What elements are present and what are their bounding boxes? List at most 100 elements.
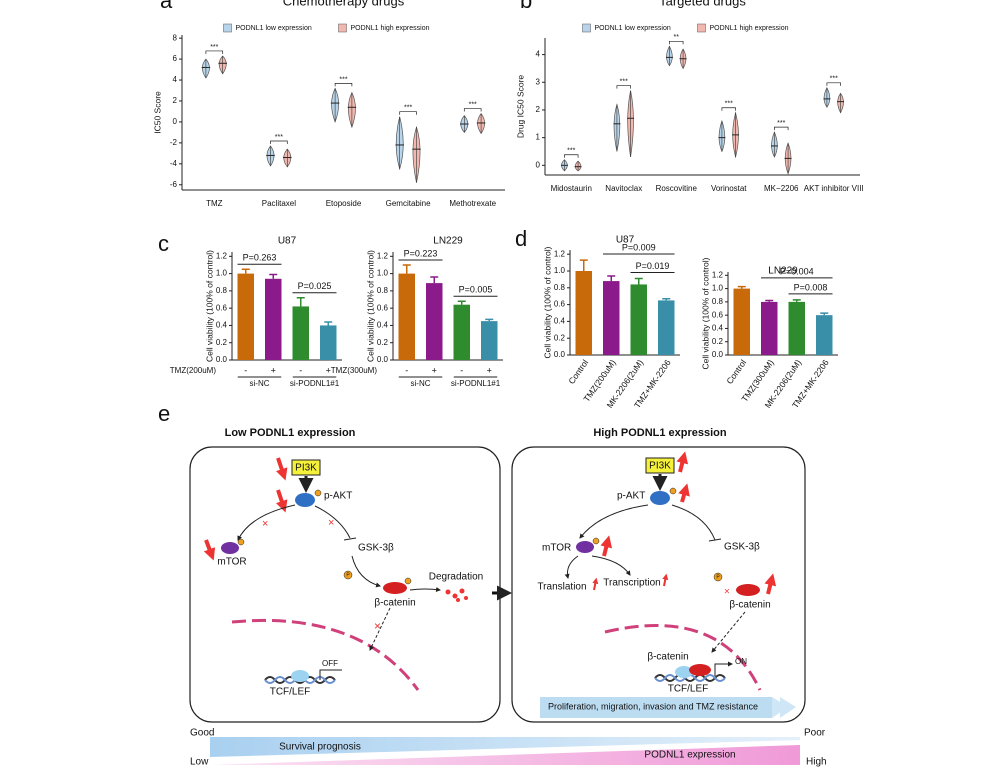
y-axis-label: Cell viability (100% of control): [542, 246, 552, 358]
promoter: [319, 669, 342, 680]
legend-swatch: [582, 23, 591, 33]
bar: [630, 284, 647, 355]
down-arrow: [203, 539, 216, 561]
pi3k-box: [645, 457, 675, 474]
label: P: [716, 574, 720, 580]
bar: [320, 325, 337, 360]
sig-bracket: [616, 85, 631, 89]
y-tick-label: 1.0: [712, 284, 724, 293]
sig-label: ***: [567, 148, 575, 155]
up-arrow: [676, 451, 689, 473]
label: Transcription: [603, 578, 660, 589]
chart-title: Chemotherapy drugs: [283, 0, 405, 8]
label: Good: [190, 728, 214, 739]
left-title: Low PODNL1 expression: [225, 427, 356, 439]
label: PI3K: [295, 463, 317, 474]
pakt-icon: [650, 491, 670, 505]
diagram: Low PODNL1 expression High PODNL1 expres…: [189, 427, 827, 768]
error-bar: [820, 312, 829, 316]
bar: [453, 304, 470, 360]
y-tick-label: 0.0: [216, 355, 228, 364]
sig-label: ***: [275, 134, 283, 141]
p-label: P=0.008: [794, 282, 828, 292]
y-tick-label: 3: [536, 77, 541, 86]
up-arrow: [592, 577, 599, 591]
up-arrow: [764, 573, 777, 595]
sig-bracket: [463, 108, 482, 112]
up-arrow: [600, 535, 613, 557]
y-axis-label: Cell viability (100% of control): [204, 250, 214, 362]
error-bar: [662, 297, 671, 301]
y-axis-label: Cell viability (100% of control): [365, 250, 375, 362]
sig-bracket: [270, 140, 288, 145]
y-tick-label: 0.6: [554, 300, 566, 309]
treatment-sign: -: [299, 365, 302, 375]
bar: [575, 271, 592, 355]
p-label: P=0.009: [622, 242, 656, 252]
label: p-AKT: [324, 491, 352, 502]
pakt-icon: [295, 493, 315, 507]
panel-label: d: [515, 226, 527, 251]
x-tick-label: Roscovitine: [656, 184, 698, 193]
y-tick-label: 1.0: [377, 269, 389, 278]
chart-title: U87: [616, 235, 635, 246]
y-tick-label: 1.2: [216, 251, 228, 260]
sig-label: ***: [469, 101, 477, 108]
label: GSK-3β: [358, 543, 394, 554]
error-bar: [485, 318, 494, 322]
inhibit-bar: [708, 538, 722, 542]
bar: [237, 273, 254, 360]
label: Low: [190, 757, 209, 768]
legend-label: PODNL1 high expression: [351, 25, 430, 32]
sig-bracket: [399, 111, 417, 115]
sig-label: ***: [725, 101, 733, 108]
label: P: [346, 572, 350, 578]
label: High: [806, 757, 827, 768]
sig-label: ***: [404, 105, 412, 112]
y-tick-label: 8: [173, 33, 178, 42]
x-tick-label: Vorinostat: [711, 184, 747, 193]
sig-bracket: [774, 126, 789, 131]
x-tick-label: Methotrexate: [449, 199, 496, 208]
outcome-box: [540, 697, 772, 718]
panel-label: a: [160, 0, 173, 13]
legend-swatch: [223, 23, 232, 33]
arrow: [351, 555, 381, 588]
y-tick-label: 0.2: [216, 338, 228, 347]
error-bar: [430, 276, 439, 284]
y-tick-label: 0.6: [712, 310, 724, 319]
group-label: si-PODNL1#1: [290, 379, 340, 388]
label: Poor: [804, 728, 826, 739]
sig-bracket: [669, 40, 684, 45]
chart-title: LN229: [768, 266, 798, 277]
label: GSK-3β: [724, 542, 760, 553]
error-bar: [765, 299, 774, 302]
sig-label: ***: [210, 44, 218, 51]
bcat-icon: [383, 582, 407, 594]
mtor-icon: [221, 542, 239, 554]
y-tick-label: 6: [173, 54, 178, 63]
bar: [788, 301, 805, 355]
x-tick-label: Midostaurin: [551, 184, 592, 193]
block: ×: [374, 619, 381, 633]
survival-wedge: [210, 737, 800, 757]
label: PODNL1 expression: [644, 750, 735, 761]
treatment-sign: +: [326, 365, 331, 375]
p-label: P=0.025: [298, 281, 332, 291]
expression-wedge: [210, 745, 800, 765]
y-tick-label: 1.0: [554, 266, 566, 275]
label: Survival prognosis: [279, 742, 361, 753]
phospho: [592, 537, 600, 545]
treatment-sign: -: [460, 365, 463, 375]
y-tick-label: 1.0: [216, 269, 228, 278]
inhibit: [671, 504, 716, 541]
p-icon: [713, 572, 723, 582]
y-tick-label: 0.4: [712, 324, 724, 333]
y-tick-label: 0.0: [554, 350, 566, 359]
p-icon: [343, 570, 353, 580]
error-bar: [269, 273, 278, 279]
bar: [481, 321, 498, 360]
mtor-icon: [576, 541, 594, 553]
treatment-sign: -: [405, 365, 408, 375]
